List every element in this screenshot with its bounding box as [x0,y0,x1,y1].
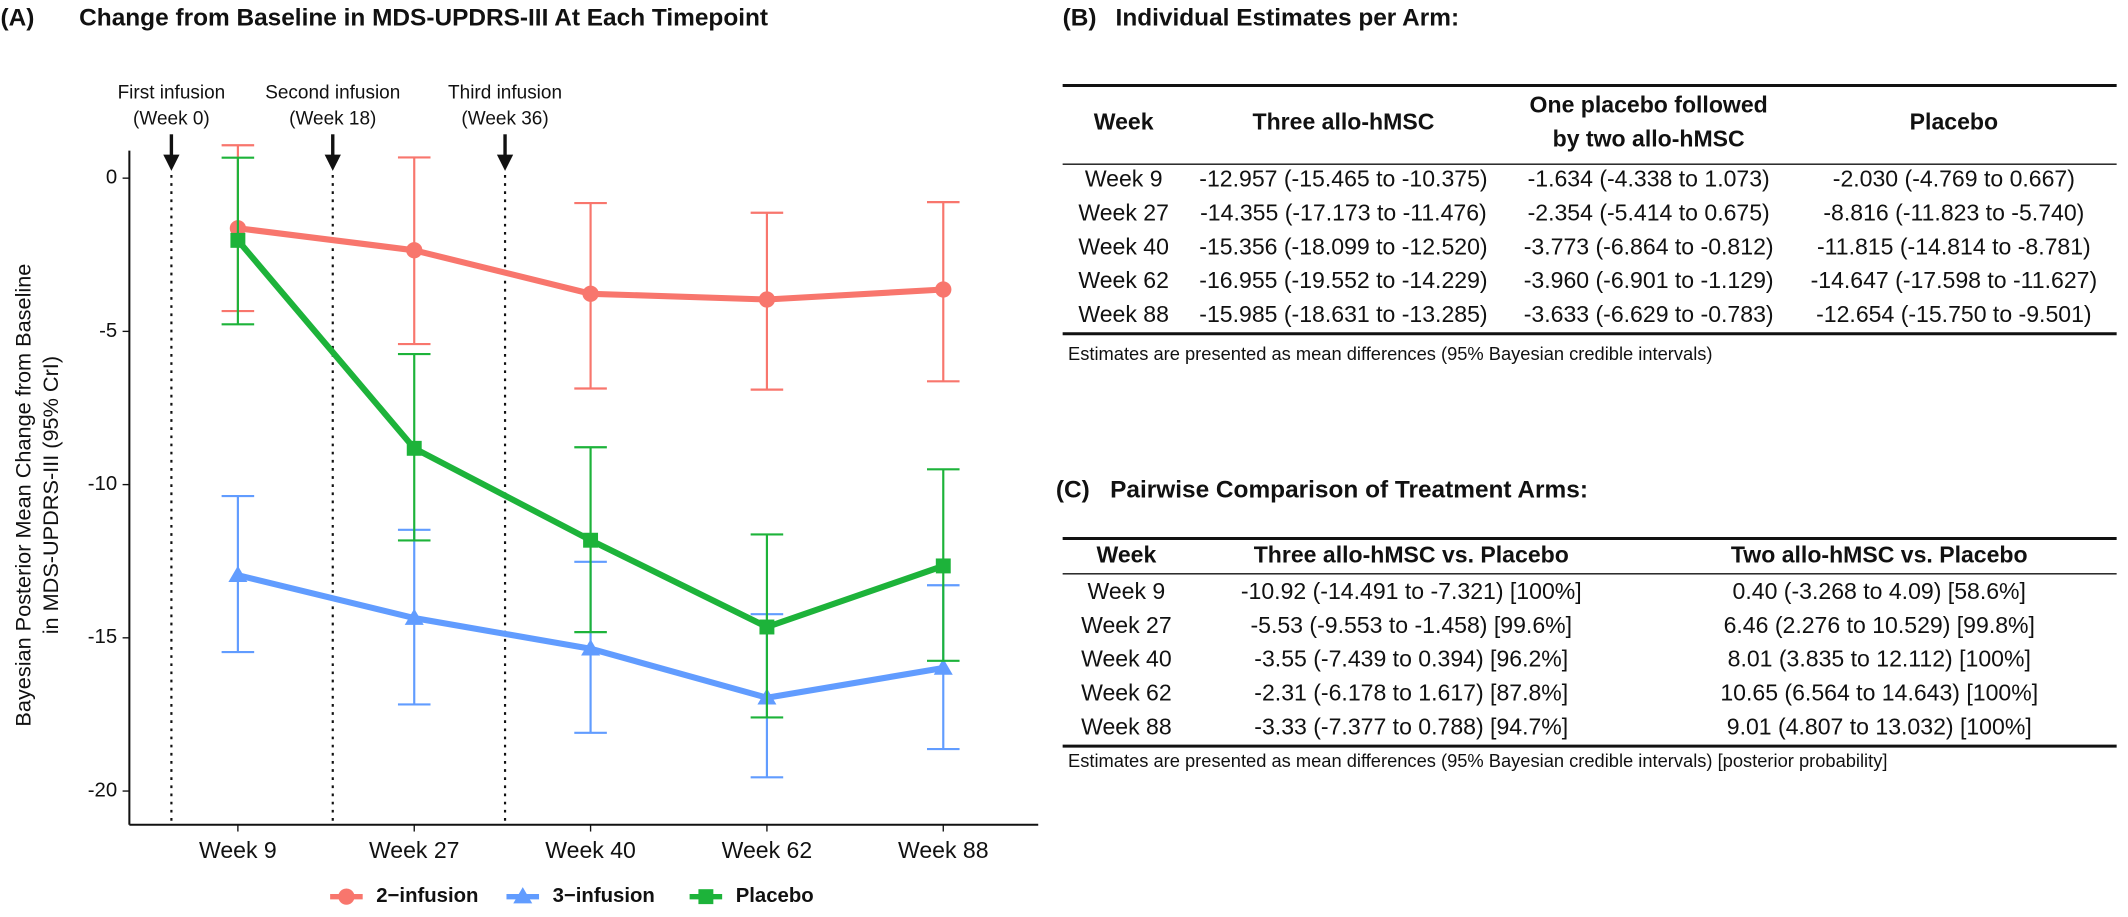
legend-label: 3−infusion [553,885,655,907]
marker [933,658,953,675]
table-header: by two allo-hMSC [1553,125,1745,151]
panel-label: (B) [1063,4,1097,31]
table-cell: -1.634 (-4.338 to 1.073) [1528,166,1770,192]
marker [406,242,423,259]
table-cell: -2.030 (-4.769 to 0.667) [1833,166,2075,192]
annotation: (Week 36) [461,108,548,129]
x-tick-label: Week 9 [199,837,277,863]
marker [582,285,599,302]
marker [935,558,951,574]
y-tick-label: -15 [88,626,117,648]
marker [404,608,424,625]
annotation: (Week 18) [289,108,376,129]
table-cell: Week 62 [1081,680,1172,706]
arrow-head [496,154,514,171]
table-cell: -14.355 (-17.173 to -11.476) [1200,199,1487,225]
table-cell: 8.01 (3.835 to 12.112) [100%] [1728,646,2031,672]
marker [230,232,246,248]
legend-label: Placebo [736,885,814,907]
table-cell: Week 9 [1085,166,1163,192]
table-cell: -3.960 (-6.901 to -1.129) [1524,267,1774,293]
table-cell: -2.354 (-5.414 to 0.675) [1528,199,1770,225]
table-cell: -11.815 (-14.814 to -8.781) [1817,233,2091,259]
arrow-head [324,154,341,171]
table-header: Three allo-hMSC vs. Placebo [1254,541,1569,567]
y-tick-label: -5 [99,320,117,342]
table-cell: 0.40 (-3.268 to 4.09) [58.6%] [1733,578,2026,604]
table-cell: Week 9 [1088,578,1166,604]
y-axis-label: in MDS-UPDRS-III (95% CrI) [38,356,63,634]
arrow-head [163,154,180,171]
table-header: Three allo-hMSC [1253,109,1435,135]
y-tick-label: -20 [88,779,117,801]
table-cell: Week 88 [1081,714,1172,740]
annotation: First infusion [118,83,226,104]
marker [758,291,776,308]
marker [406,440,422,456]
table-footnote: Estimates are presented as mean differen… [1068,750,1887,771]
chart-title: Change from Baseline in MDS-UPDRS-III At… [79,4,768,31]
table-header: Placebo [1910,109,1998,135]
table-cell: -16.955 (-19.552 to -14.229) [1199,267,1487,293]
table-cell: -15.985 (-18.631 to -13.285) [1199,301,1487,327]
table-cell: -3.33 (-7.377 to 0.788) [94.7%] [1254,714,1568,740]
marker [935,281,952,298]
panel-label: (C) [1056,477,1090,504]
table-cell: -3.633 (-6.629 to -0.783) [1524,301,1774,327]
table-cell: Week 88 [1078,301,1169,327]
panel-label: (A) [0,4,34,31]
x-tick-label: Week 62 [722,837,813,863]
table-header: Week [1094,109,1154,135]
table-cell: -10.92 (-14.491 to -7.321) [100%] [1241,578,1582,604]
x-tick-label: Week 88 [898,837,989,863]
table-cell: Week 40 [1078,233,1169,259]
table-cell: Week 27 [1078,199,1169,225]
y-tick-label: 0 [106,167,117,189]
marker [513,887,533,904]
table-cell: -15.356 (-18.099 to -12.520) [1199,233,1487,259]
table-cell: -12.654 (-15.750 to -9.501) [1816,301,2091,327]
table-header: One placebo followed [1530,92,1768,118]
annotation: Second infusion [265,83,400,104]
table-cell: -3.55 (-7.439 to 0.394) [96.2%] [1254,646,1568,672]
table-cell: -12.957 (-15.465 to -10.375) [1199,166,1487,192]
table-cell: -3.773 (-6.864 to -0.812) [1524,233,1774,259]
annotation: Third infusion [448,83,562,104]
y-axis-label: Bayesian Posterior Mean Change from Base… [11,264,36,727]
table-title: Pairwise Comparison of Treatment Arms: [1110,477,1588,504]
marker [759,619,775,635]
marker [228,565,248,582]
table-cell: -2.31 (-6.178 to 1.617) [87.8%] [1254,680,1568,706]
table-cell: -5.53 (-9.553 to -1.458) [99.6%] [1250,612,1572,638]
table-cell: Week 27 [1081,612,1172,638]
table-cell: 10.65 (6.564 to 14.643) [100%] [1720,680,2038,706]
table-cell: -14.647 (-17.598 to -11.627) [1811,267,2098,293]
marker [338,888,355,905]
table-cell: Week 40 [1081,646,1172,672]
x-tick-label: Week 27 [369,837,460,863]
marker [581,639,601,656]
legend-label: 2−infusion [376,885,478,907]
annotation: (Week 0) [133,108,210,129]
table-title: Individual Estimates per Arm: [1116,4,1460,31]
marker [583,532,599,548]
x-tick-label: Week 40 [545,837,636,863]
table-header: Two allo-hMSC vs. Placebo [1731,541,2028,567]
marker [698,889,714,905]
y-tick-label: -10 [88,473,117,495]
table-footnote: Estimates are presented as mean differen… [1068,343,1712,364]
table-header: Week [1097,541,1157,567]
table-cell: -8.816 (-11.823 to -5.740) [1823,199,2084,225]
table-cell: Week 62 [1078,267,1169,293]
table-cell: 9.01 (4.807 to 13.032) [100%] [1727,714,2032,740]
table-cell: 6.46 (2.276 to 10.529) [99.8%] [1724,612,2035,638]
